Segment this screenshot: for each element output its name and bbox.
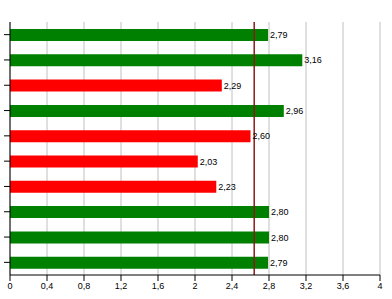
svg-text:0,8: 0,8 (78, 281, 91, 291)
svg-text:2,8: 2,8 (263, 281, 276, 291)
svg-text:2: 2 (192, 281, 197, 291)
svg-text:2,03: 2,03 (200, 157, 218, 167)
svg-text:2,4: 2,4 (226, 281, 239, 291)
svg-text:4: 4 (377, 281, 382, 291)
svg-text:0,4: 0,4 (41, 281, 54, 291)
svg-text:2,60: 2,60 (253, 131, 271, 141)
svg-text:2,79: 2,79 (270, 30, 288, 40)
svg-text:2,29: 2,29 (224, 81, 242, 91)
svg-text:2,80: 2,80 (271, 207, 289, 217)
svg-text:3,16: 3,16 (304, 55, 322, 65)
svg-text:1,6: 1,6 (152, 281, 165, 291)
svg-text:2,23: 2,23 (218, 182, 236, 192)
svg-text:1,2: 1,2 (115, 281, 128, 291)
svg-text:3,2: 3,2 (300, 281, 313, 291)
svg-text:2,96: 2,96 (286, 106, 304, 116)
svg-text:3,6: 3,6 (337, 281, 350, 291)
svg-text:2,80: 2,80 (271, 233, 289, 243)
svg-text:0: 0 (8, 281, 13, 291)
svg-text:2,79: 2,79 (270, 258, 288, 268)
